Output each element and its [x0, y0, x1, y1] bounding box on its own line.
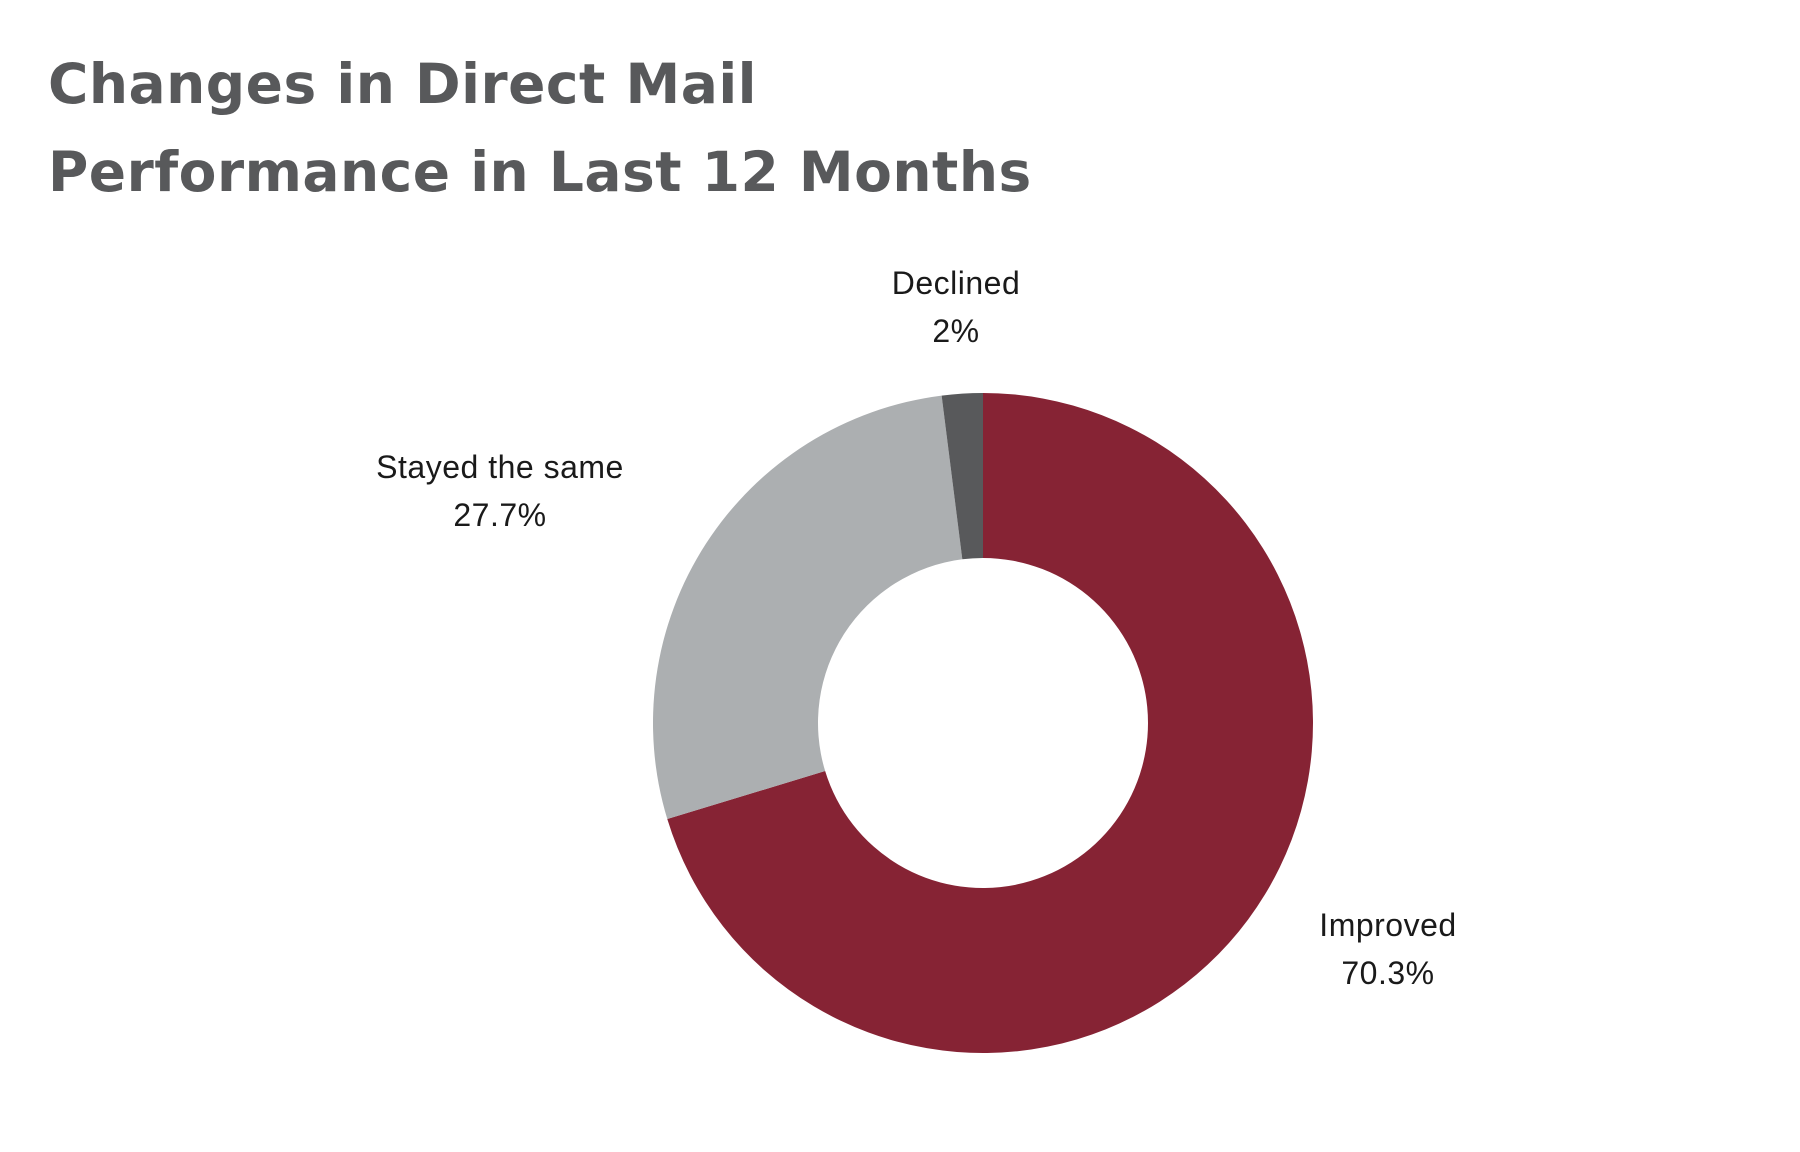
- slice-labels: Improved 70.3% Stayed the same 27.7% Decline…: [376, 265, 1456, 991]
- slice-value-improved: 70.3%: [1341, 955, 1434, 991]
- slice-value-stayed-the-same: 27.7%: [453, 497, 546, 533]
- slice-label-stayed-the-same: Stayed the same: [376, 449, 624, 485]
- donut-slices: [653, 393, 1313, 1054]
- slice-label-declined: Declined: [892, 265, 1021, 301]
- slice-declined: [941, 393, 983, 560]
- slice-improved: [667, 393, 1313, 1054]
- slice-stayed-the-same: [653, 395, 963, 820]
- chart-title: Changes in Direct Mail Performance in La…: [48, 40, 1032, 216]
- chart-title-line-1: Changes in Direct Mail: [48, 52, 758, 116]
- slice-value-declined: 2%: [932, 313, 979, 349]
- slice-label-improved: Improved: [1319, 907, 1456, 943]
- chart-title-line-2: Performance in Last 12 Months: [48, 140, 1032, 204]
